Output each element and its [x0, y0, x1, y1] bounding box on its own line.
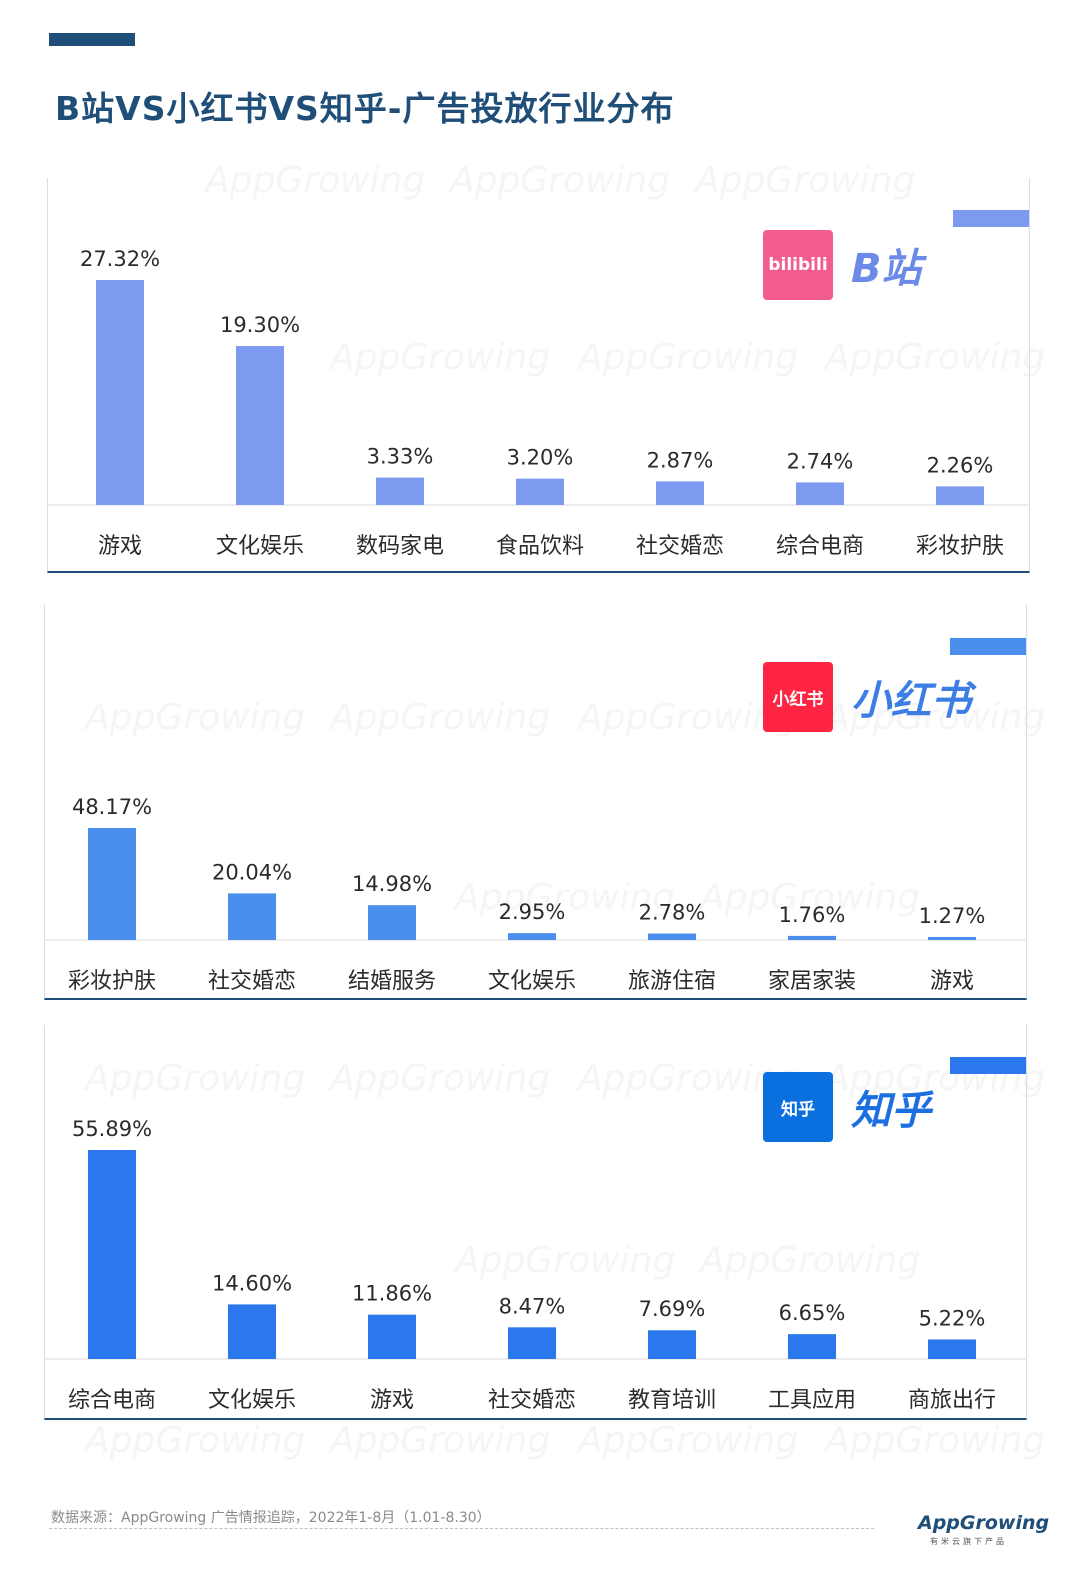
category-label: 社交婚恋	[488, 1388, 576, 1413]
data-label: 2.95%	[499, 900, 566, 924]
corner-accent-bar	[950, 1057, 1026, 1074]
category-label: 彩妆护肤	[68, 969, 156, 994]
bar	[368, 905, 416, 940]
category-label: 食品饮料	[496, 534, 584, 559]
data-label: 3.33%	[367, 445, 434, 469]
bar	[788, 1334, 836, 1359]
bar	[228, 893, 276, 940]
data-label: 27.32%	[80, 247, 160, 271]
footer-appgrowing-logo: AppGrowing	[918, 1512, 1050, 1534]
category-label: 家居家装	[768, 969, 856, 994]
data-label: 19.30%	[220, 313, 300, 337]
bar	[88, 1150, 136, 1359]
data-label: 14.98%	[352, 872, 432, 896]
chart-panel	[44, 605, 1027, 1000]
data-label: 2.78%	[639, 901, 706, 925]
bar	[788, 935, 836, 940]
platform-logo-icon: 小红书	[763, 662, 833, 732]
footer-source-note: 数据来源：AppGrowing 广告情报追踪，2022年1-8月（1.01-8.…	[51, 1510, 491, 1526]
bar	[236, 346, 284, 505]
category-label: 游戏	[98, 534, 142, 559]
category-label: 旅游住宿	[628, 969, 716, 994]
bar	[516, 478, 564, 505]
data-label: 2.87%	[647, 448, 714, 472]
data-label: 1.27%	[919, 904, 986, 928]
data-label: 11.86%	[352, 1282, 432, 1306]
corner-accent-bar	[950, 638, 1026, 655]
footer-logo-subtitle: 有米云旗下产品	[930, 1537, 1007, 1546]
data-label: 20.04%	[212, 860, 292, 884]
page-title: B站VS小红书VS知乎-广告投放行业分布	[55, 89, 675, 128]
bar	[928, 1339, 976, 1359]
category-label: 数码家电	[356, 534, 444, 559]
platform-brand: 小红书 小红书	[763, 662, 971, 732]
data-label: 3.20%	[507, 446, 574, 470]
category-label: 文化娱乐	[208, 1388, 296, 1413]
platform-logo-icon: 知乎	[763, 1072, 833, 1142]
title-accent-bar	[49, 33, 135, 46]
category-label: 教育培训	[628, 1388, 716, 1413]
data-label: 5.22%	[919, 1306, 986, 1330]
category-label: 综合电商	[776, 534, 864, 559]
data-label: 55.89%	[72, 1117, 152, 1141]
category-label: 综合电商	[68, 1388, 156, 1413]
platform-name: 知乎	[851, 1088, 931, 1134]
data-label: 2.74%	[787, 449, 854, 473]
platform-name: B站	[851, 246, 922, 292]
category-label: 结婚服务	[348, 969, 436, 994]
bar	[796, 482, 844, 505]
chart-panel	[44, 1025, 1027, 1420]
corner-accent-bar	[953, 210, 1029, 227]
bar	[228, 1304, 276, 1359]
category-label: 彩妆护肤	[916, 534, 1004, 559]
platform-name: 小红书	[851, 678, 971, 724]
bar	[656, 481, 704, 505]
platform-logo-icon: bilibili	[763, 230, 833, 300]
bar	[936, 486, 984, 505]
category-label: 工具应用	[768, 1388, 856, 1413]
platform-brand: 知乎 知乎	[763, 1072, 931, 1142]
bar	[376, 477, 424, 505]
data-label: 7.69%	[639, 1297, 706, 1321]
category-label: 社交婚恋	[208, 969, 296, 994]
data-label: 2.26%	[927, 453, 994, 477]
category-label: 社交婚恋	[636, 534, 724, 559]
category-label: 游戏	[930, 969, 974, 994]
category-label: 文化娱乐	[216, 534, 304, 559]
bar	[88, 828, 136, 940]
data-label: 14.60%	[212, 1271, 292, 1295]
chart-panel	[47, 178, 1030, 573]
category-label: 文化娱乐	[488, 969, 576, 994]
category-label: 商旅出行	[908, 1388, 996, 1413]
data-label: 8.47%	[499, 1294, 566, 1318]
data-label: 1.76%	[779, 903, 846, 927]
category-label: 游戏	[370, 1388, 414, 1413]
data-label: 48.17%	[72, 795, 152, 819]
bar	[928, 937, 976, 940]
bar	[648, 933, 696, 940]
bar	[508, 933, 556, 940]
bar	[96, 280, 144, 505]
bar	[508, 1327, 556, 1359]
bar	[648, 1330, 696, 1359]
data-label: 6.65%	[779, 1301, 846, 1325]
platform-brand: bilibili B站	[763, 230, 922, 300]
footer-divider	[49, 1528, 874, 1529]
bar	[368, 1314, 416, 1359]
